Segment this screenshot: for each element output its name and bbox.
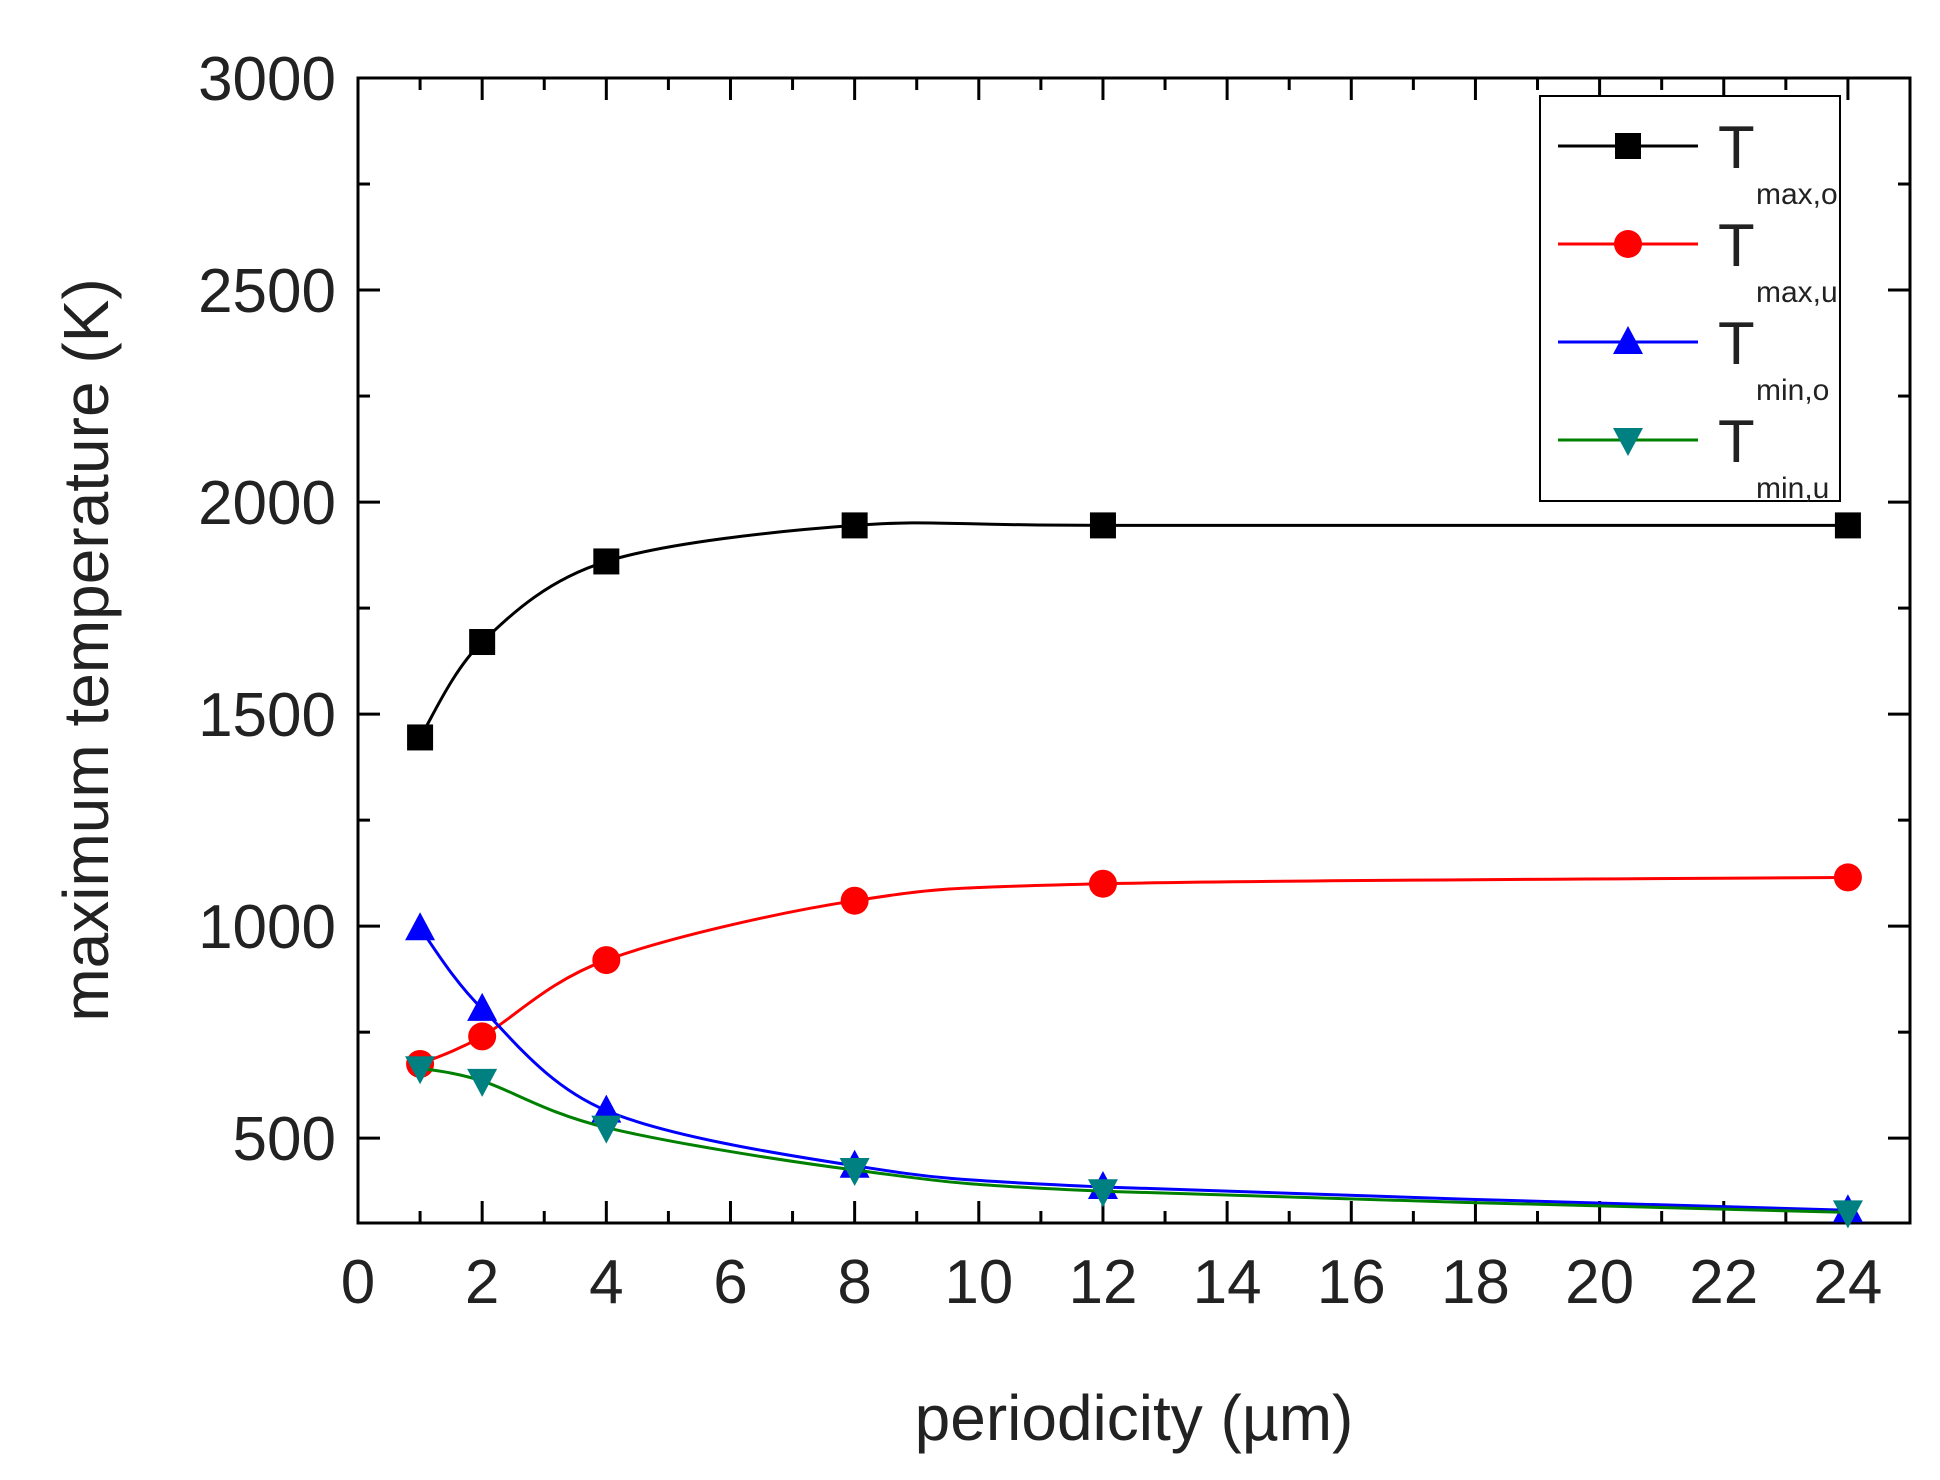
series-line (419, 1066, 1848, 1214)
data-point (467, 1068, 498, 1097)
data-point (467, 992, 498, 1021)
x-tick-label: 16 (1317, 1248, 1386, 1317)
data-point (405, 1056, 436, 1085)
legend-marker (1613, 326, 1643, 354)
legend-label-subscript: max,o (1756, 178, 1838, 211)
legend-marker (1614, 230, 1642, 258)
x-tick-label: 12 (1068, 1248, 1137, 1317)
y-tick-label: 3000 (198, 45, 336, 114)
legend-label: T (1718, 114, 1755, 181)
x-tick-label: 0 (341, 1248, 375, 1317)
y-tick-label: 500 (233, 1105, 336, 1174)
data-point (405, 912, 436, 941)
data-point (841, 512, 868, 539)
legend-label: T (1718, 408, 1755, 475)
data-point (1089, 512, 1116, 539)
legend-label-subscript: max,u (1756, 276, 1838, 309)
series-t-min-u (405, 1056, 1863, 1229)
x-tick-label: 24 (1813, 1248, 1882, 1317)
y-axis-title: maximum temperature (K) (50, 278, 122, 1021)
axis-ticks: 0 2 4 6 8 10 12 14 16 18 20 22 245001000150020002500… (198, 45, 1912, 1317)
x-axis-title: periodicity (µm) (915, 1382, 1354, 1454)
data-point (1832, 1200, 1863, 1229)
data-point (468, 1022, 497, 1051)
x-tick-label: 18 (1441, 1248, 1510, 1317)
data-point (1834, 512, 1861, 539)
data-point (407, 724, 434, 751)
legend-box (1539, 95, 1841, 502)
data-point (1087, 1179, 1118, 1208)
legend-label-subscript: min,u (1756, 472, 1829, 505)
series-t-max-o (407, 512, 1861, 751)
x-tick-label: 2 (465, 1248, 499, 1317)
x-tick-label: 10 (944, 1248, 1013, 1317)
legend-label: T (1718, 310, 1755, 377)
x-tick-label: 4 (589, 1248, 623, 1317)
y-tick-label: 2000 (198, 469, 336, 538)
data-point (469, 629, 496, 656)
x-tick-label: 22 (1689, 1248, 1758, 1317)
y-tick-label: 2500 (198, 257, 336, 326)
legend-label-subscript: min,o (1756, 374, 1829, 407)
data-point (1833, 863, 1862, 892)
data-point (1088, 869, 1117, 898)
y-tick-label: 1500 (198, 681, 336, 750)
data-point (840, 886, 869, 915)
y-tick-label: 1000 (198, 893, 336, 962)
data-point (839, 1157, 870, 1186)
x-tick-label: 6 (713, 1248, 747, 1317)
legend-label: T (1718, 212, 1755, 279)
legend-marker (1613, 428, 1643, 456)
data-point (592, 946, 621, 975)
data-point (591, 1115, 622, 1144)
x-tick-label: 20 (1565, 1248, 1634, 1317)
series-layer (405, 512, 1863, 1229)
x-tick-label: 14 (1193, 1248, 1262, 1317)
series-t-max-u (406, 863, 1862, 1078)
x-tick-label: 8 (837, 1248, 871, 1317)
legend-marker (1615, 133, 1641, 159)
data-point (593, 548, 620, 575)
